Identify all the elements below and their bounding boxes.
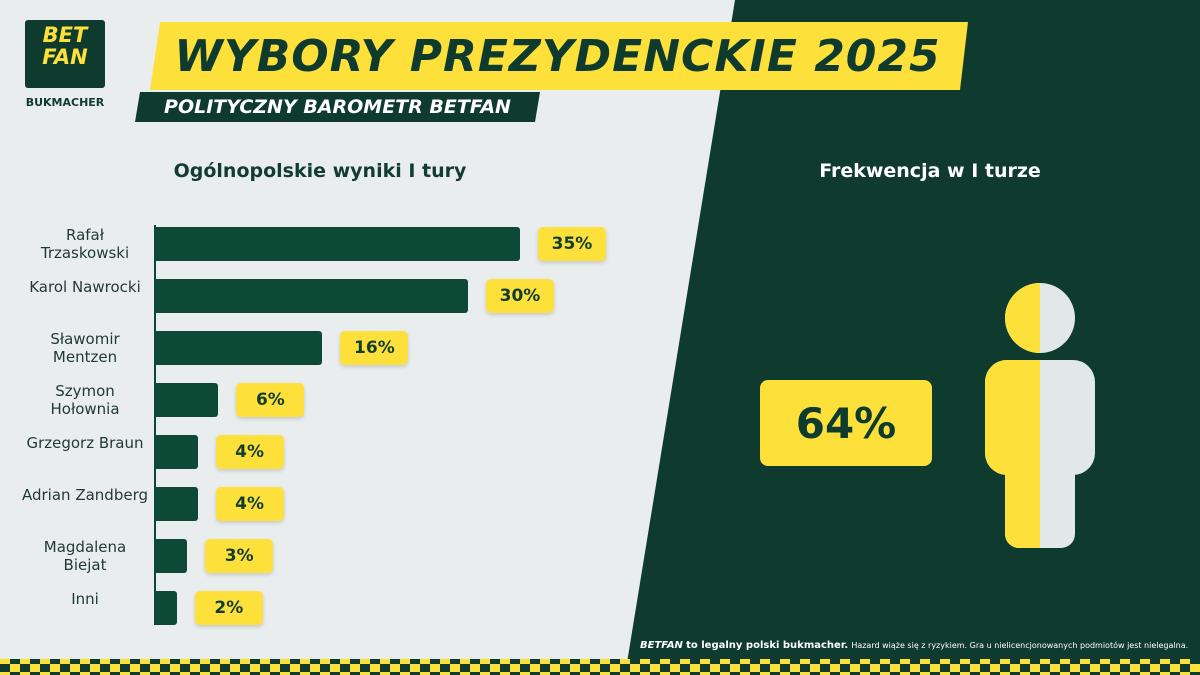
category-label: Sławomir Mentzen <box>50 330 120 366</box>
bar <box>156 227 520 261</box>
category-label: Adrian Zandberg <box>22 486 148 504</box>
value-label: 3% <box>205 539 274 573</box>
category-label: Karol Nawrocki <box>29 278 141 296</box>
value-label: 4% <box>215 487 284 521</box>
bar <box>156 383 219 417</box>
category-label: Inni <box>71 590 99 608</box>
footer-brand: BETFAN <box>640 640 683 651</box>
value-label: 35% <box>538 227 606 261</box>
stat-title: Frekwencja w I turze <box>819 160 1041 182</box>
footer-text: to legalny polski bukmacher. <box>686 640 849 651</box>
footer-disclaimer: Hazard wiąże się z ryzykiem. Gra u nieli… <box>851 641 1189 650</box>
category-label: Szymon Hołownia <box>50 382 120 418</box>
title: WYBORY PREZYDENCKIE 2025 <box>174 30 941 82</box>
logo: BET FAN <box>25 24 105 68</box>
person-icon <box>985 283 1095 548</box>
bar <box>156 539 188 573</box>
subtitle: POLITYCZNY BAROMETR BETFAN <box>164 96 511 118</box>
category-label: Grzegorz Braun <box>26 434 144 452</box>
category-label: Magdalena Biejat <box>43 538 127 574</box>
category-label: Rafał Trzaskowski <box>40 226 130 262</box>
bar <box>156 591 177 625</box>
value-label: 16% <box>340 331 409 365</box>
bar <box>156 435 198 469</box>
footer: BETFAN to legalny polski bukmacher. Haza… <box>640 640 1188 651</box>
logo-tagline: BUKMACHER <box>25 96 105 109</box>
logo-text: BET <box>42 23 88 47</box>
logo-text: FAN <box>42 45 88 69</box>
value-label: 4% <box>215 435 284 469</box>
chart-title: Ogólnopolskie wyniki I tury <box>173 160 467 182</box>
bar <box>156 487 198 521</box>
value-label: 2% <box>194 591 263 625</box>
value-label: 30% <box>486 279 554 313</box>
stat-value: 64% <box>760 380 932 466</box>
bar <box>156 279 468 313</box>
value-label: 6% <box>236 383 305 417</box>
bar <box>156 331 323 365</box>
